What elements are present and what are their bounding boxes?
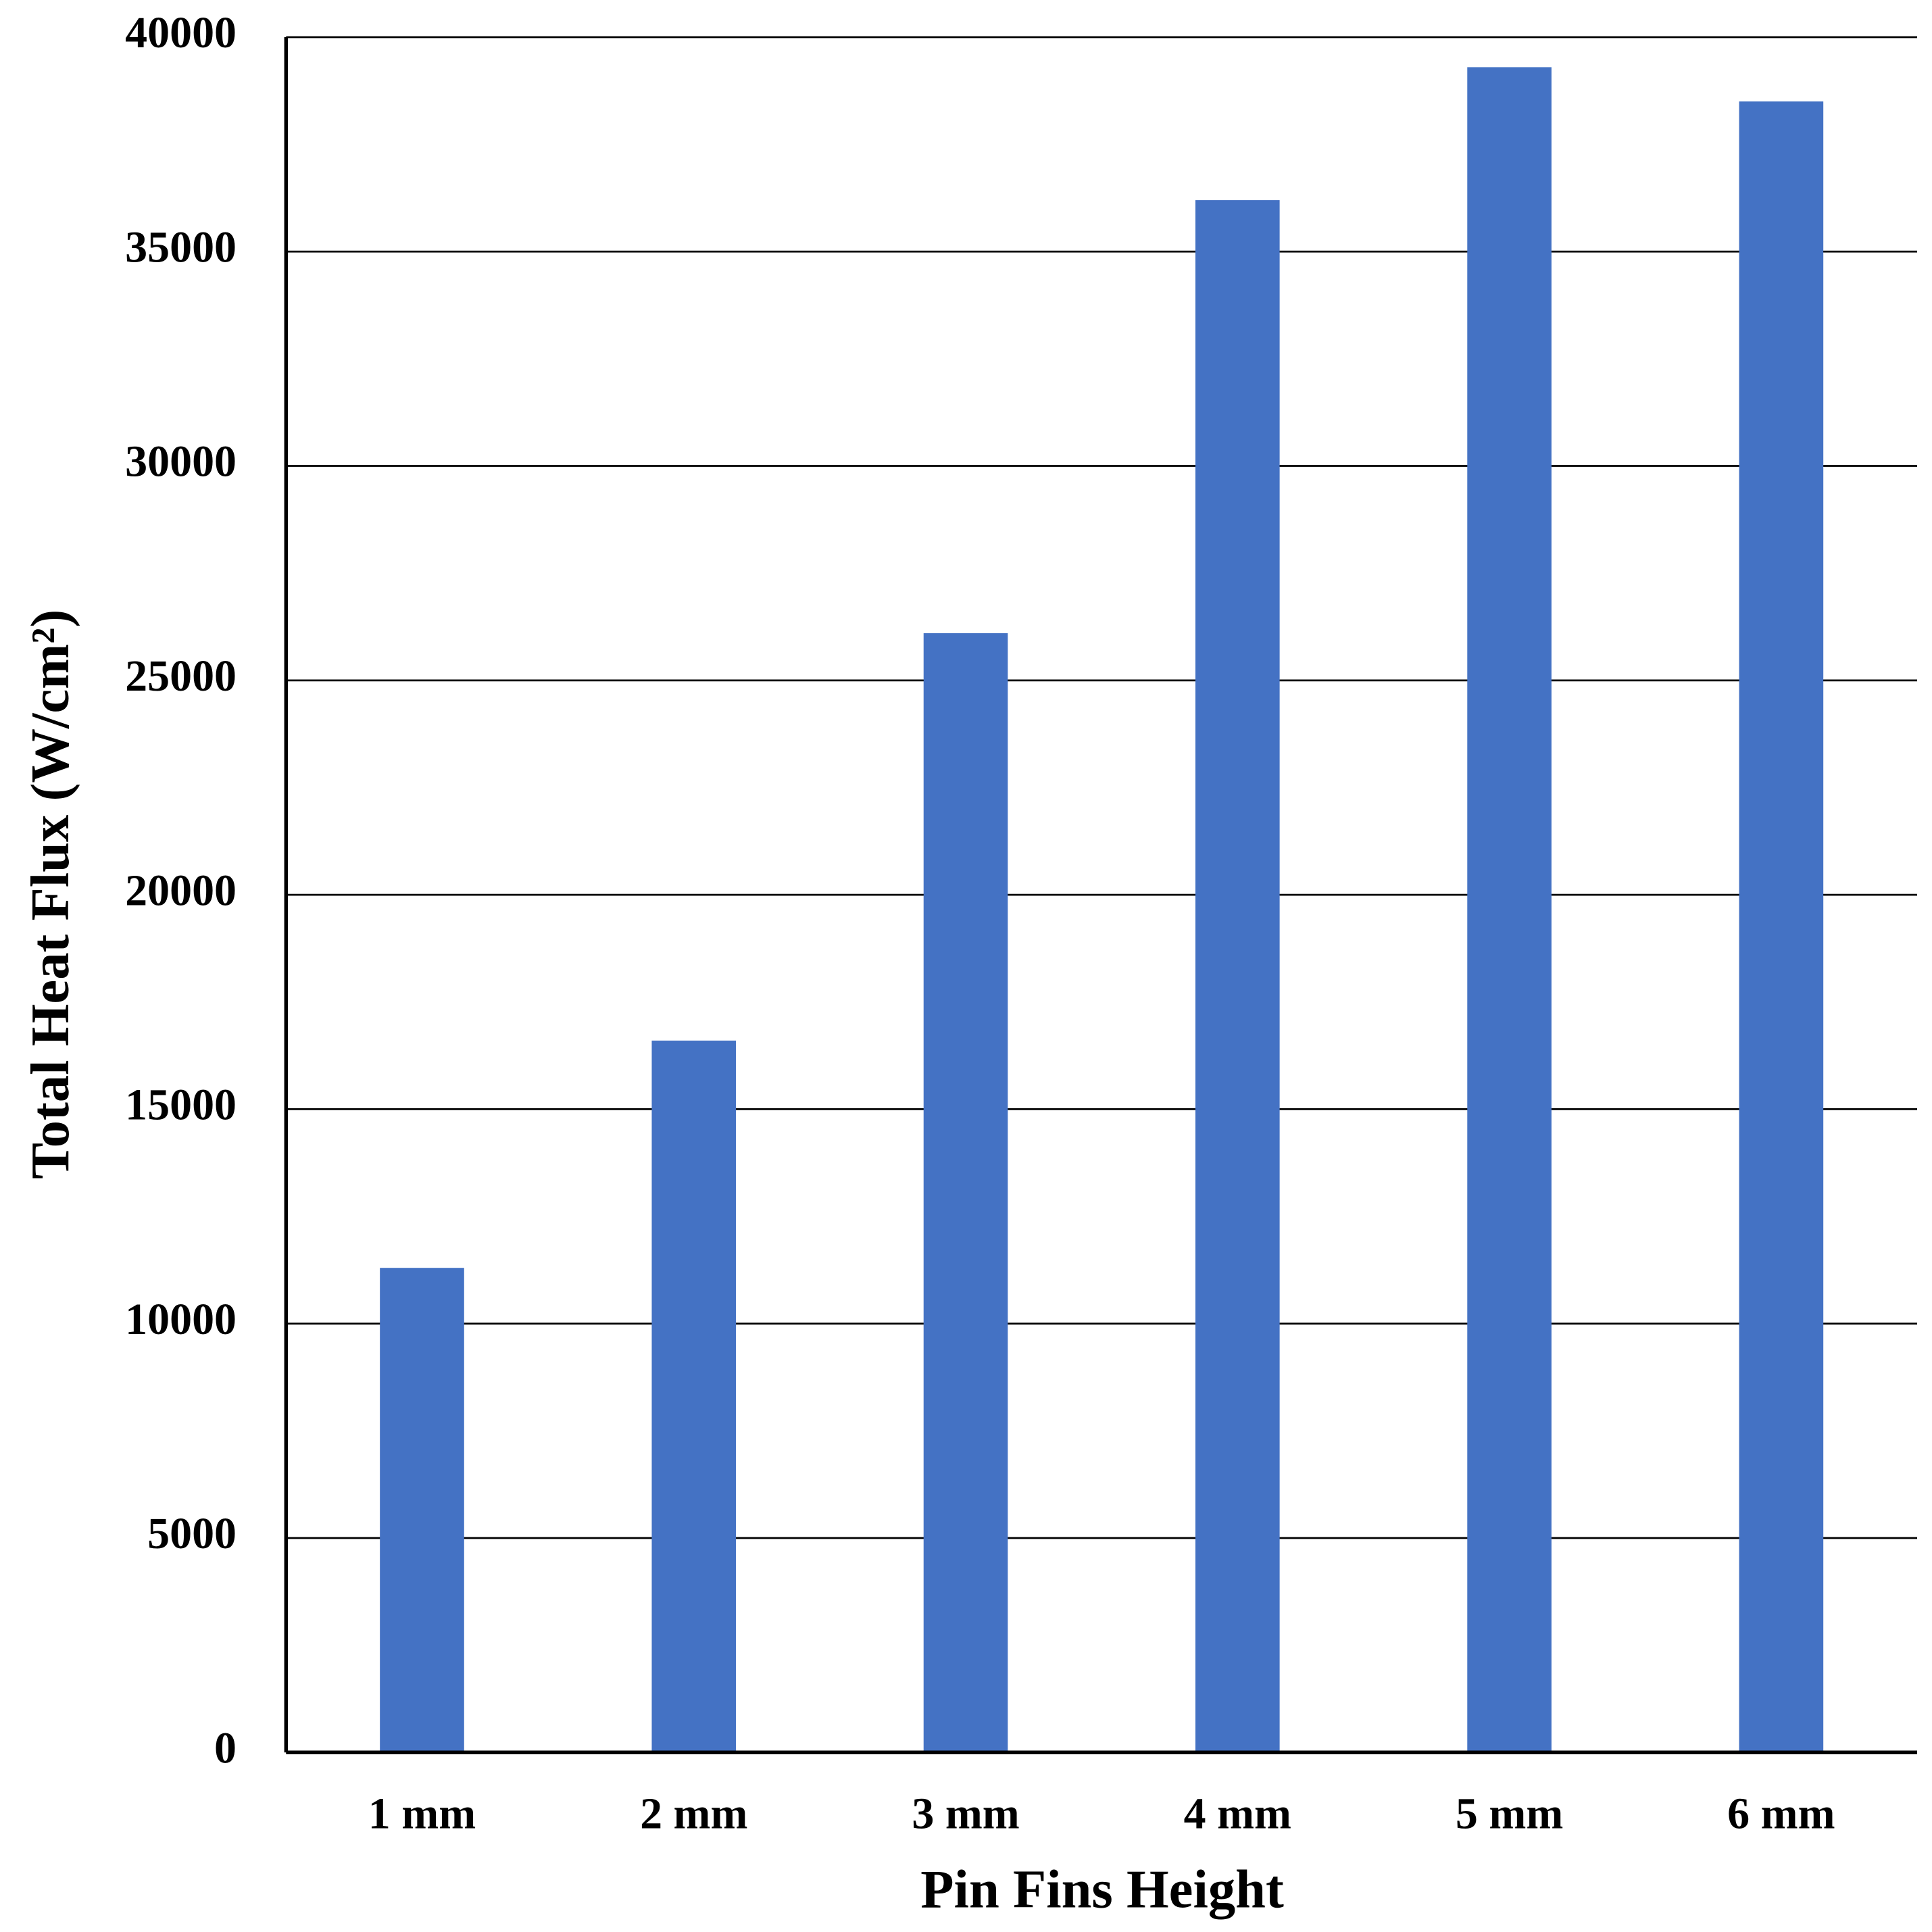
y-tick-label: 10000	[125, 1295, 237, 1344]
y-tick-label: 0	[214, 1723, 237, 1773]
x-tick-label: 5 mm	[1456, 1789, 1563, 1839]
y-tick-label: 35000	[125, 222, 237, 272]
y-tick-label: 40000	[125, 8, 237, 57]
y-axis-title: Total Heat Flux (W/cm²)	[20, 610, 80, 1179]
x-tick-label: 4 mm	[1184, 1789, 1291, 1839]
y-tick-label: 20000	[125, 866, 237, 915]
y-tick-label: 30000	[125, 437, 237, 487]
bar	[1195, 200, 1280, 1753]
bar	[651, 1040, 737, 1753]
bar	[923, 633, 1008, 1753]
bar	[1739, 101, 1824, 1753]
bar	[1467, 67, 1552, 1753]
x-tick-label: 6 mm	[1727, 1789, 1835, 1839]
x-tick-label: 3 mm	[912, 1789, 1019, 1839]
bar	[380, 1268, 464, 1753]
y-tick-label: 15000	[125, 1081, 237, 1130]
y-tick-label: 5000	[147, 1509, 237, 1558]
x-axis-title: Pin Fins Height	[920, 1860, 1284, 1920]
y-tick-label: 25000	[125, 651, 237, 701]
x-tick-label: 2 mm	[640, 1789, 747, 1839]
x-tick-label: 1 mm	[368, 1789, 476, 1839]
